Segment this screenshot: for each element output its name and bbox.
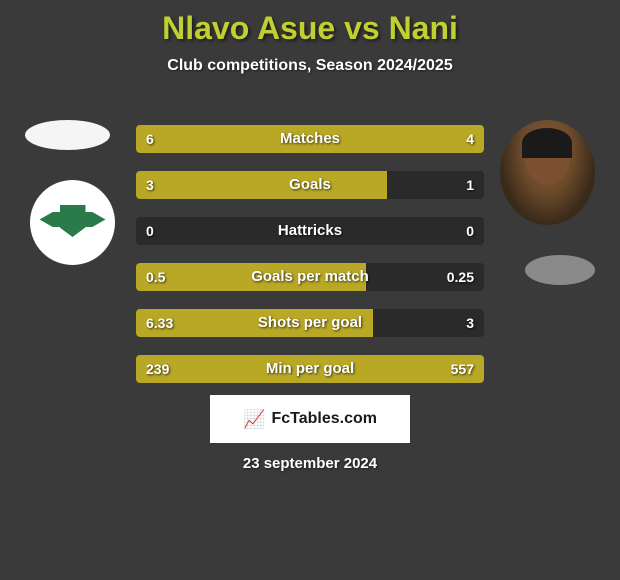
- chart-icon: 📈: [243, 409, 265, 430]
- player-left-avatar-placeholder: [25, 120, 110, 150]
- bar-right-value: 3: [466, 309, 474, 337]
- logo-text: FcTables.com: [271, 410, 377, 428]
- bar-row-min-per-goal: 239 Min per goal 557: [136, 355, 484, 383]
- bar-right-value: 0.25: [447, 263, 474, 291]
- bar-label: Hattricks: [136, 217, 484, 245]
- player-left-club-badge: [30, 180, 115, 265]
- bar-right-value: 4: [466, 125, 474, 153]
- bar-row-goals: 3 Goals 1: [136, 171, 484, 199]
- player-right-avatar: [500, 120, 595, 225]
- player-right-club-placeholder: [525, 255, 595, 285]
- bar-right-value: 557: [451, 355, 474, 383]
- bar-label: Shots per goal: [136, 309, 484, 337]
- bar-row-shots-per-goal: 6.33 Shots per goal 3: [136, 309, 484, 337]
- bar-row-matches: 6 Matches 4: [136, 125, 484, 153]
- date-label: 23 september 2024: [0, 455, 620, 472]
- bar-label: Matches: [136, 125, 484, 153]
- comparison-bars: 6 Matches 4 3 Goals 1 0 Hattricks 0 0.5 …: [136, 125, 484, 401]
- bar-label: Min per goal: [136, 355, 484, 383]
- bar-label: Goals per match: [136, 263, 484, 291]
- bar-label: Goals: [136, 171, 484, 199]
- bar-row-goals-per-match: 0.5 Goals per match 0.25: [136, 263, 484, 291]
- bar-right-value: 0: [466, 217, 474, 245]
- fctables-logo: 📈 FcTables.com: [210, 395, 410, 443]
- bar-right-value: 1: [466, 171, 474, 199]
- bar-row-hattricks: 0 Hattricks 0: [136, 217, 484, 245]
- comparison-title: Nlavo Asue vs Nani: [0, 0, 620, 47]
- comparison-subtitle: Club competitions, Season 2024/2025: [0, 57, 620, 75]
